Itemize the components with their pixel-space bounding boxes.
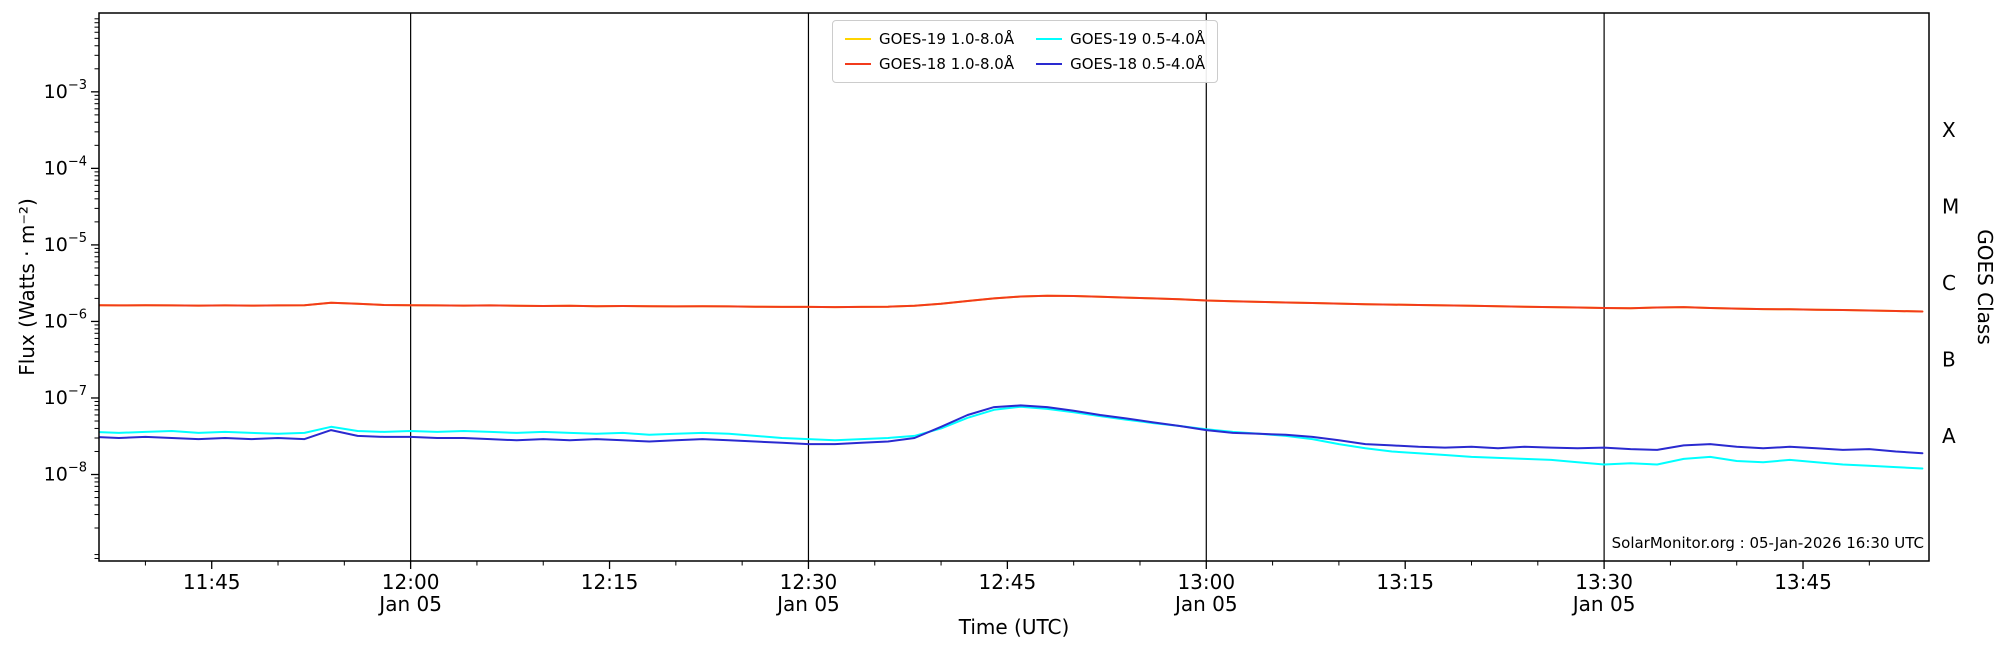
series-goes-19-0.5-4.0å xyxy=(99,405,1924,470)
x-tick-label: 13:00 xyxy=(1177,570,1235,594)
legend: GOES-19 1.0-8.0Å GOES-18 1.0-8.0Å GOES-1… xyxy=(832,20,1219,83)
goes-class-letter: X xyxy=(1942,118,1956,142)
series-goes-18-0.5-4.0å xyxy=(99,404,1924,455)
legend-swatch-line xyxy=(1036,37,1063,41)
plot-frame xyxy=(98,12,1930,562)
x-axis-title: Time (UTC) xyxy=(958,615,1070,639)
goes-class-letter: M xyxy=(1942,195,1959,219)
goes-class-letter: B xyxy=(1942,348,1956,372)
solarmonitor-annotation: SolarMonitor.org : 05-Jan-2026 16:30 UTC xyxy=(1611,534,1924,552)
series-goes-18-1.0-8.0å xyxy=(99,294,1924,313)
x-tick-label: 12:45 xyxy=(979,570,1037,594)
y-tick-label: 10−8 xyxy=(44,461,87,486)
legend-swatch-line xyxy=(845,62,871,66)
legend-label: GOES-18 1.0-8.0Å xyxy=(879,55,1015,73)
x-tick-label: 13:30 xyxy=(1575,570,1633,594)
goes-class-letter: A xyxy=(1942,424,1956,448)
x-tick-sublabel: Jan 05 xyxy=(377,592,442,616)
x-tick-label: 12:30 xyxy=(780,570,838,594)
goes-class-letter: C xyxy=(1942,271,1956,295)
x-tick-label: 13:45 xyxy=(1774,570,1832,594)
legend-swatch-line xyxy=(1036,62,1063,66)
x-tick-sublabel: Jan 05 xyxy=(775,592,840,616)
legend-swatch-line xyxy=(845,37,871,41)
y-tick-label: 10−3 xyxy=(44,78,87,103)
x-tick-label: 12:00 xyxy=(382,570,440,594)
legend-entry: GOES-19 0.5-4.0Å xyxy=(1036,30,1205,48)
y-axis-title: Flux (Watts · m⁻²) xyxy=(15,198,39,376)
x-tick-sublabel: Jan 05 xyxy=(1571,592,1636,616)
y-tick-label: 10−5 xyxy=(44,231,87,256)
y-tick-label: 10−4 xyxy=(44,154,87,179)
legend-label: GOES-18 0.5-4.0Å xyxy=(1070,55,1206,73)
y-tick-label: 10−6 xyxy=(44,307,87,332)
legend-entry: GOES-18 0.5-4.0Å xyxy=(1036,55,1205,73)
x-tick-label: 13:15 xyxy=(1376,570,1434,594)
y-tick-label: 10−7 xyxy=(44,384,87,409)
legend-entry: GOES-19 1.0-8.0Å xyxy=(845,30,1014,48)
legend-label: GOES-19 1.0-8.0Å xyxy=(879,30,1015,48)
x-tick-sublabel: Jan 05 xyxy=(1173,592,1238,616)
x-tick-label: 12:15 xyxy=(581,570,639,594)
legend-label: GOES-19 0.5-4.0Å xyxy=(1070,30,1206,48)
legend-entry: GOES-18 1.0-8.0Å xyxy=(845,55,1014,73)
series-group xyxy=(99,294,1924,470)
x-tick-label: 11:45 xyxy=(183,570,241,594)
right-axis-title: GOES Class xyxy=(1973,229,1997,345)
